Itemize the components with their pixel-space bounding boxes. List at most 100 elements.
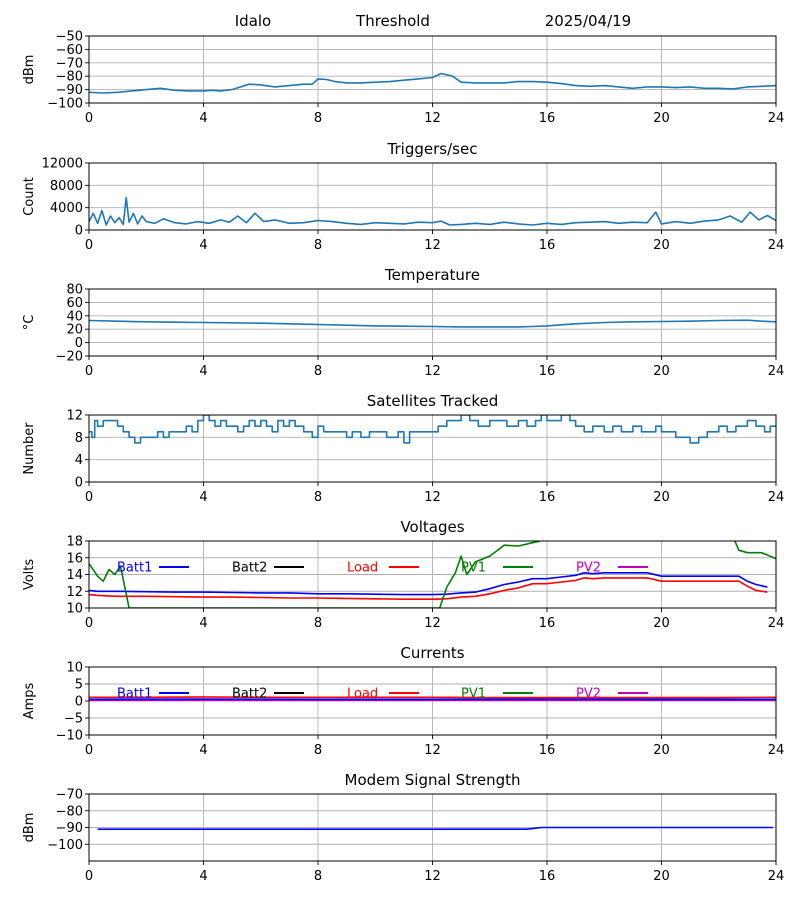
y-tick-label: −20	[56, 350, 83, 365]
x-tick-label: 24	[768, 616, 785, 631]
header-subject: Threshold	[355, 12, 430, 30]
y-tick-label: −100	[47, 838, 83, 853]
y-tick-label: 4	[75, 453, 83, 468]
x-tick-label: 8	[314, 238, 322, 253]
series-group	[89, 415, 776, 444]
y-tick-label: −70	[56, 788, 83, 803]
y-tick-label: −90	[56, 83, 83, 98]
series-line-main	[89, 196, 776, 226]
y-axis-label: dBm	[22, 813, 37, 843]
y-axis-label: Amps	[22, 682, 37, 719]
y-tick-label: −70	[56, 56, 83, 71]
x-tick-label: 16	[539, 364, 556, 379]
y-tick-label: −80	[56, 804, 83, 819]
y-axis-label: dBm	[22, 55, 37, 85]
panel-threshold: 0 4 8 12 16 20 24 −100−90−80−70−60−50 dBm	[22, 30, 784, 127]
x-tick-label: 20	[653, 238, 670, 253]
panel-title: Satellites Tracked	[367, 392, 498, 410]
x-tick-label: 12	[424, 869, 441, 884]
y-tick-label: 14	[66, 568, 83, 583]
y-tick-label: 60	[66, 296, 83, 311]
y-tick-label: −50	[56, 30, 83, 45]
x-tick-label: 8	[314, 490, 322, 505]
y-tick-label: 4000	[50, 201, 83, 216]
x-tick-label: 16	[539, 616, 556, 631]
y-tick-label: 80	[66, 283, 83, 298]
legend-label-batt2: Batt2	[232, 561, 267, 576]
header-station: Idalo	[235, 12, 271, 30]
y-axis-label: Number	[22, 422, 37, 475]
panel-satellites: 0 4 8 12 16 20 24 0 4 8 12 Satellites Tracked Number	[22, 392, 784, 505]
series-line-pv1	[89, 541, 776, 608]
x-tick-label: 16	[539, 111, 556, 126]
x-tick-label: 24	[768, 111, 785, 126]
x-tick-label: 8	[314, 743, 322, 758]
y-tick-label: 10	[66, 602, 83, 617]
legend-label-pv1: PV1	[461, 561, 486, 576]
x-tick-label: 20	[653, 364, 670, 379]
series-line-main	[89, 415, 776, 444]
legend-label-batt2: Batt2	[232, 687, 267, 702]
x-tick-label: 4	[199, 364, 207, 379]
y-tick-label: 12	[66, 585, 83, 600]
x-tick-label: 24	[768, 869, 785, 884]
x-tick-label: 12	[424, 364, 441, 379]
legend-label-pv1: PV1	[461, 687, 486, 702]
x-tick-label: 12	[424, 490, 441, 505]
y-tick-label: −90	[56, 821, 83, 836]
series-line-load	[89, 696, 776, 699]
series-group	[89, 696, 776, 702]
y-tick-label: −60	[56, 43, 83, 58]
x-tick-label: 20	[653, 743, 670, 758]
legend-label-load: Load	[347, 687, 378, 702]
y-tick-label: 18	[66, 535, 83, 550]
x-tick-label: 0	[85, 238, 93, 253]
y-tick-label: −10	[56, 729, 83, 744]
y-tick-label: 40	[66, 309, 83, 324]
x-tick-label: 8	[314, 616, 322, 631]
x-tick-label: 24	[768, 490, 785, 505]
legend-label-pv2: PV2	[576, 687, 601, 702]
legend-label-load: Load	[347, 561, 378, 576]
x-tick-label: 24	[768, 364, 785, 379]
x-tick-label: 16	[539, 238, 556, 253]
x-tick-label: 16	[539, 869, 556, 884]
x-tick-label: 24	[768, 743, 785, 758]
y-tick-label: 16	[66, 551, 83, 566]
x-tick-label: 4	[199, 111, 207, 126]
x-tick-label: 0	[85, 743, 93, 758]
y-tick-label: 8000	[50, 179, 83, 194]
series-line-main	[97, 826, 774, 831]
x-tick-label: 24	[768, 238, 785, 253]
y-tick-label: 0	[75, 336, 83, 351]
x-tick-label: 8	[314, 869, 322, 884]
x-tick-label: 20	[653, 111, 670, 126]
x-tick-label: 8	[314, 111, 322, 126]
x-tick-label: 12	[424, 238, 441, 253]
x-tick-label: 4	[199, 869, 207, 884]
series-group	[89, 196, 776, 226]
x-tick-label: 0	[85, 869, 93, 884]
x-tick-label: 12	[424, 616, 441, 631]
x-tick-label: 4	[199, 490, 207, 505]
legend-label-batt1: Batt1	[117, 561, 152, 576]
x-tick-label: 0	[85, 111, 93, 126]
y-tick-label: 8	[75, 431, 83, 446]
series-group	[89, 541, 776, 608]
y-tick-label: 12	[66, 409, 83, 424]
series-group	[89, 319, 776, 328]
panel-title: Temperature	[384, 266, 480, 284]
y-tick-label: 0	[75, 476, 83, 491]
y-tick-label: 0	[75, 695, 83, 710]
x-tick-label: 0	[85, 616, 93, 631]
panel-triggers: 0 4 8 12 16 20 24 0 4000 8000 12000 Triggers/sec Cou…	[22, 140, 784, 253]
x-tick-label: 20	[653, 490, 670, 505]
panel-title: Modem Signal Strength	[345, 771, 521, 789]
series-group	[89, 72, 776, 94]
legend-label-pv2: PV2	[576, 561, 601, 576]
x-tick-label: 0	[85, 490, 93, 505]
panel-modem: 0 4 8 12 16 20 24 −100 −90 −80−70 Modem Signal Str…	[22, 771, 784, 884]
